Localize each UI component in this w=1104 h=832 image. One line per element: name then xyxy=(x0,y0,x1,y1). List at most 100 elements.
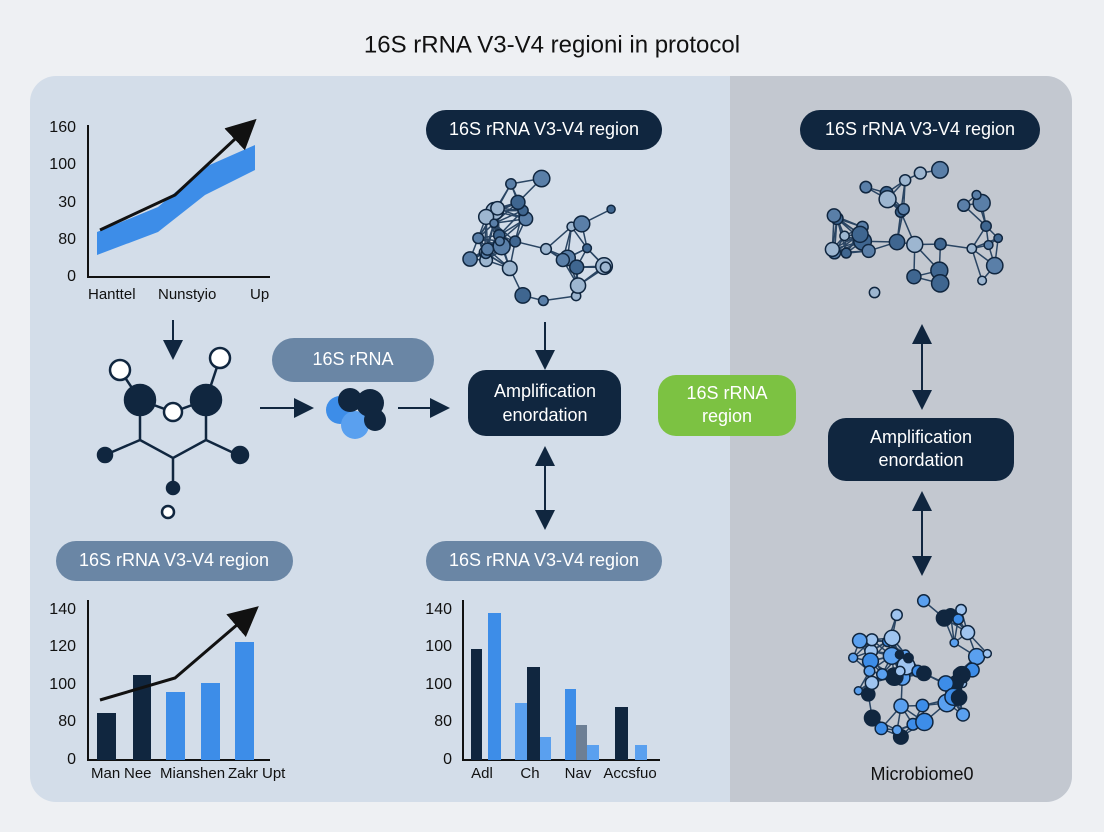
node xyxy=(888,233,906,251)
pill-label: 16S rRNA xyxy=(686,383,767,403)
node xyxy=(950,689,968,706)
node xyxy=(937,675,955,692)
node xyxy=(906,235,924,254)
node xyxy=(508,235,522,248)
bottom-left-chart: 140 120 100 80 0 Man Nee Mianshen Zakr U… xyxy=(49,600,286,782)
node xyxy=(599,261,612,274)
bar xyxy=(471,649,482,760)
node xyxy=(480,242,495,256)
node xyxy=(906,268,922,285)
node xyxy=(532,169,551,188)
bar xyxy=(587,745,599,760)
pill-label: Amplification xyxy=(494,381,596,401)
node xyxy=(875,668,889,681)
network xyxy=(824,160,1004,299)
bar xyxy=(133,675,151,760)
y-label: 100 xyxy=(425,676,452,693)
pill-label: enordation xyxy=(502,405,587,425)
bar xyxy=(635,745,647,760)
y-label: 80 xyxy=(58,713,76,730)
node xyxy=(913,166,927,180)
y-label: 0 xyxy=(443,751,452,768)
pill-label: Amplification xyxy=(870,427,972,447)
node xyxy=(977,275,988,286)
title: 16S rRNA V3-V4 regioni in protocol xyxy=(364,31,740,58)
top-left-chart: 160 100 30 80 0 Hanttel Nunstyio Up xyxy=(49,118,270,303)
node xyxy=(890,608,903,622)
node xyxy=(537,295,549,307)
node xyxy=(501,260,518,277)
node xyxy=(859,180,873,194)
node xyxy=(851,632,868,649)
bar xyxy=(540,737,551,760)
x-label: Zakr xyxy=(228,765,258,782)
node xyxy=(916,665,932,682)
x-label: Ch xyxy=(520,765,539,782)
node xyxy=(514,286,532,304)
x-label: Nee xyxy=(124,765,152,782)
node xyxy=(840,247,852,259)
molecule xyxy=(96,346,250,520)
axis xyxy=(87,125,270,278)
bar xyxy=(166,692,185,760)
band xyxy=(97,145,255,255)
node xyxy=(957,198,971,213)
node xyxy=(874,721,889,736)
bar xyxy=(97,713,116,760)
node xyxy=(863,665,876,678)
trend-arrow xyxy=(99,606,259,702)
pill xyxy=(426,110,662,150)
microbiome-label: Microbiome0 xyxy=(870,764,973,784)
node xyxy=(489,218,499,229)
bar xyxy=(527,667,540,760)
node xyxy=(582,243,593,254)
node xyxy=(985,256,1004,275)
y-label: 100 xyxy=(49,676,76,693)
node xyxy=(864,675,880,691)
node xyxy=(894,665,906,677)
node xyxy=(510,194,526,210)
pill-label: 16S rRNA xyxy=(312,349,393,369)
pill xyxy=(658,375,796,436)
y-label: 30 xyxy=(58,194,76,211)
bar xyxy=(488,613,501,760)
bar xyxy=(565,689,576,760)
x-label: Man xyxy=(91,765,120,782)
node xyxy=(462,251,478,267)
y-label: 80 xyxy=(58,231,76,248)
node xyxy=(980,220,992,232)
node xyxy=(966,243,978,254)
pill-label: 16S rRNA V3-V4 region xyxy=(449,550,639,570)
node xyxy=(933,237,947,251)
node xyxy=(863,709,881,727)
bar xyxy=(515,703,527,760)
pill xyxy=(828,418,1014,481)
node xyxy=(930,160,949,179)
node xyxy=(878,190,897,209)
node xyxy=(847,652,859,663)
node xyxy=(967,647,986,666)
cluster xyxy=(326,388,386,439)
pill-label: 16S rRNA V3-V4 region xyxy=(825,119,1015,139)
node xyxy=(826,208,842,223)
x-label: Up xyxy=(250,286,269,303)
y-label: 0 xyxy=(67,751,76,768)
node xyxy=(539,242,553,256)
node xyxy=(839,230,850,242)
node xyxy=(915,698,930,713)
node xyxy=(472,232,485,245)
node xyxy=(606,204,616,215)
node xyxy=(883,629,901,647)
node xyxy=(955,707,971,722)
pill xyxy=(272,338,434,382)
x-label: Nunstyio xyxy=(158,286,216,303)
node xyxy=(891,724,903,736)
x-label: Nav xyxy=(565,765,592,782)
x-label: Accsfuo xyxy=(603,765,656,782)
pill xyxy=(426,541,662,581)
pill-label: region xyxy=(702,406,752,426)
node xyxy=(573,215,591,233)
microbiome-network xyxy=(847,594,993,745)
pill-label: 16S rRNA V3-V4 region xyxy=(449,119,639,139)
